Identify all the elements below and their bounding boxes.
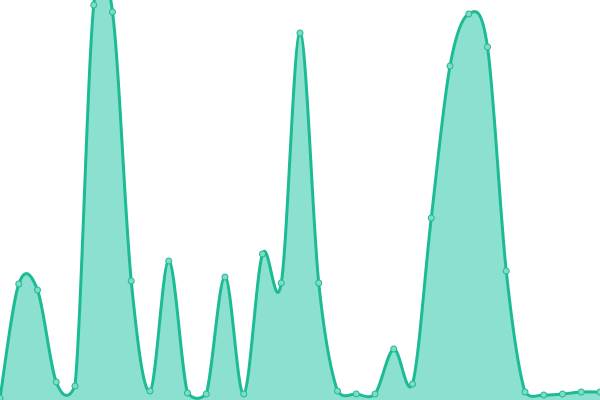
data-point-17	[315, 279, 323, 287]
data-point-25	[465, 10, 473, 18]
data-point-30	[559, 390, 566, 398]
data-point-9	[165, 257, 173, 265]
data-point-19	[352, 390, 360, 398]
data-point-4	[71, 382, 79, 390]
data-point-26	[484, 43, 491, 51]
data-point-5	[90, 1, 98, 9]
data-point-28	[521, 388, 529, 396]
data-point-31	[577, 388, 585, 396]
data-point-15	[277, 279, 285, 287]
data-point-18	[334, 387, 341, 395]
data-point-11	[202, 390, 210, 398]
data-point-2	[34, 286, 41, 294]
data-point-32	[596, 388, 600, 396]
data-point-24	[446, 62, 454, 70]
data-point-6	[109, 8, 116, 16]
data-point-23	[427, 214, 435, 222]
data-point-1	[15, 280, 23, 288]
data-point-20	[371, 390, 379, 398]
data-point-8	[146, 387, 154, 395]
data-point-29	[540, 391, 548, 399]
data-point-16	[296, 29, 304, 37]
data-point-22	[409, 380, 416, 388]
data-point-0	[0, 394, 4, 400]
data-point-10	[184, 389, 191, 397]
data-point-13	[240, 390, 248, 398]
data-point-7	[127, 277, 135, 285]
data-point-12	[221, 273, 229, 281]
data-point-14	[259, 250, 266, 258]
data-point-3	[52, 378, 60, 386]
data-point-21	[390, 345, 398, 353]
data-point-27	[502, 267, 510, 275]
